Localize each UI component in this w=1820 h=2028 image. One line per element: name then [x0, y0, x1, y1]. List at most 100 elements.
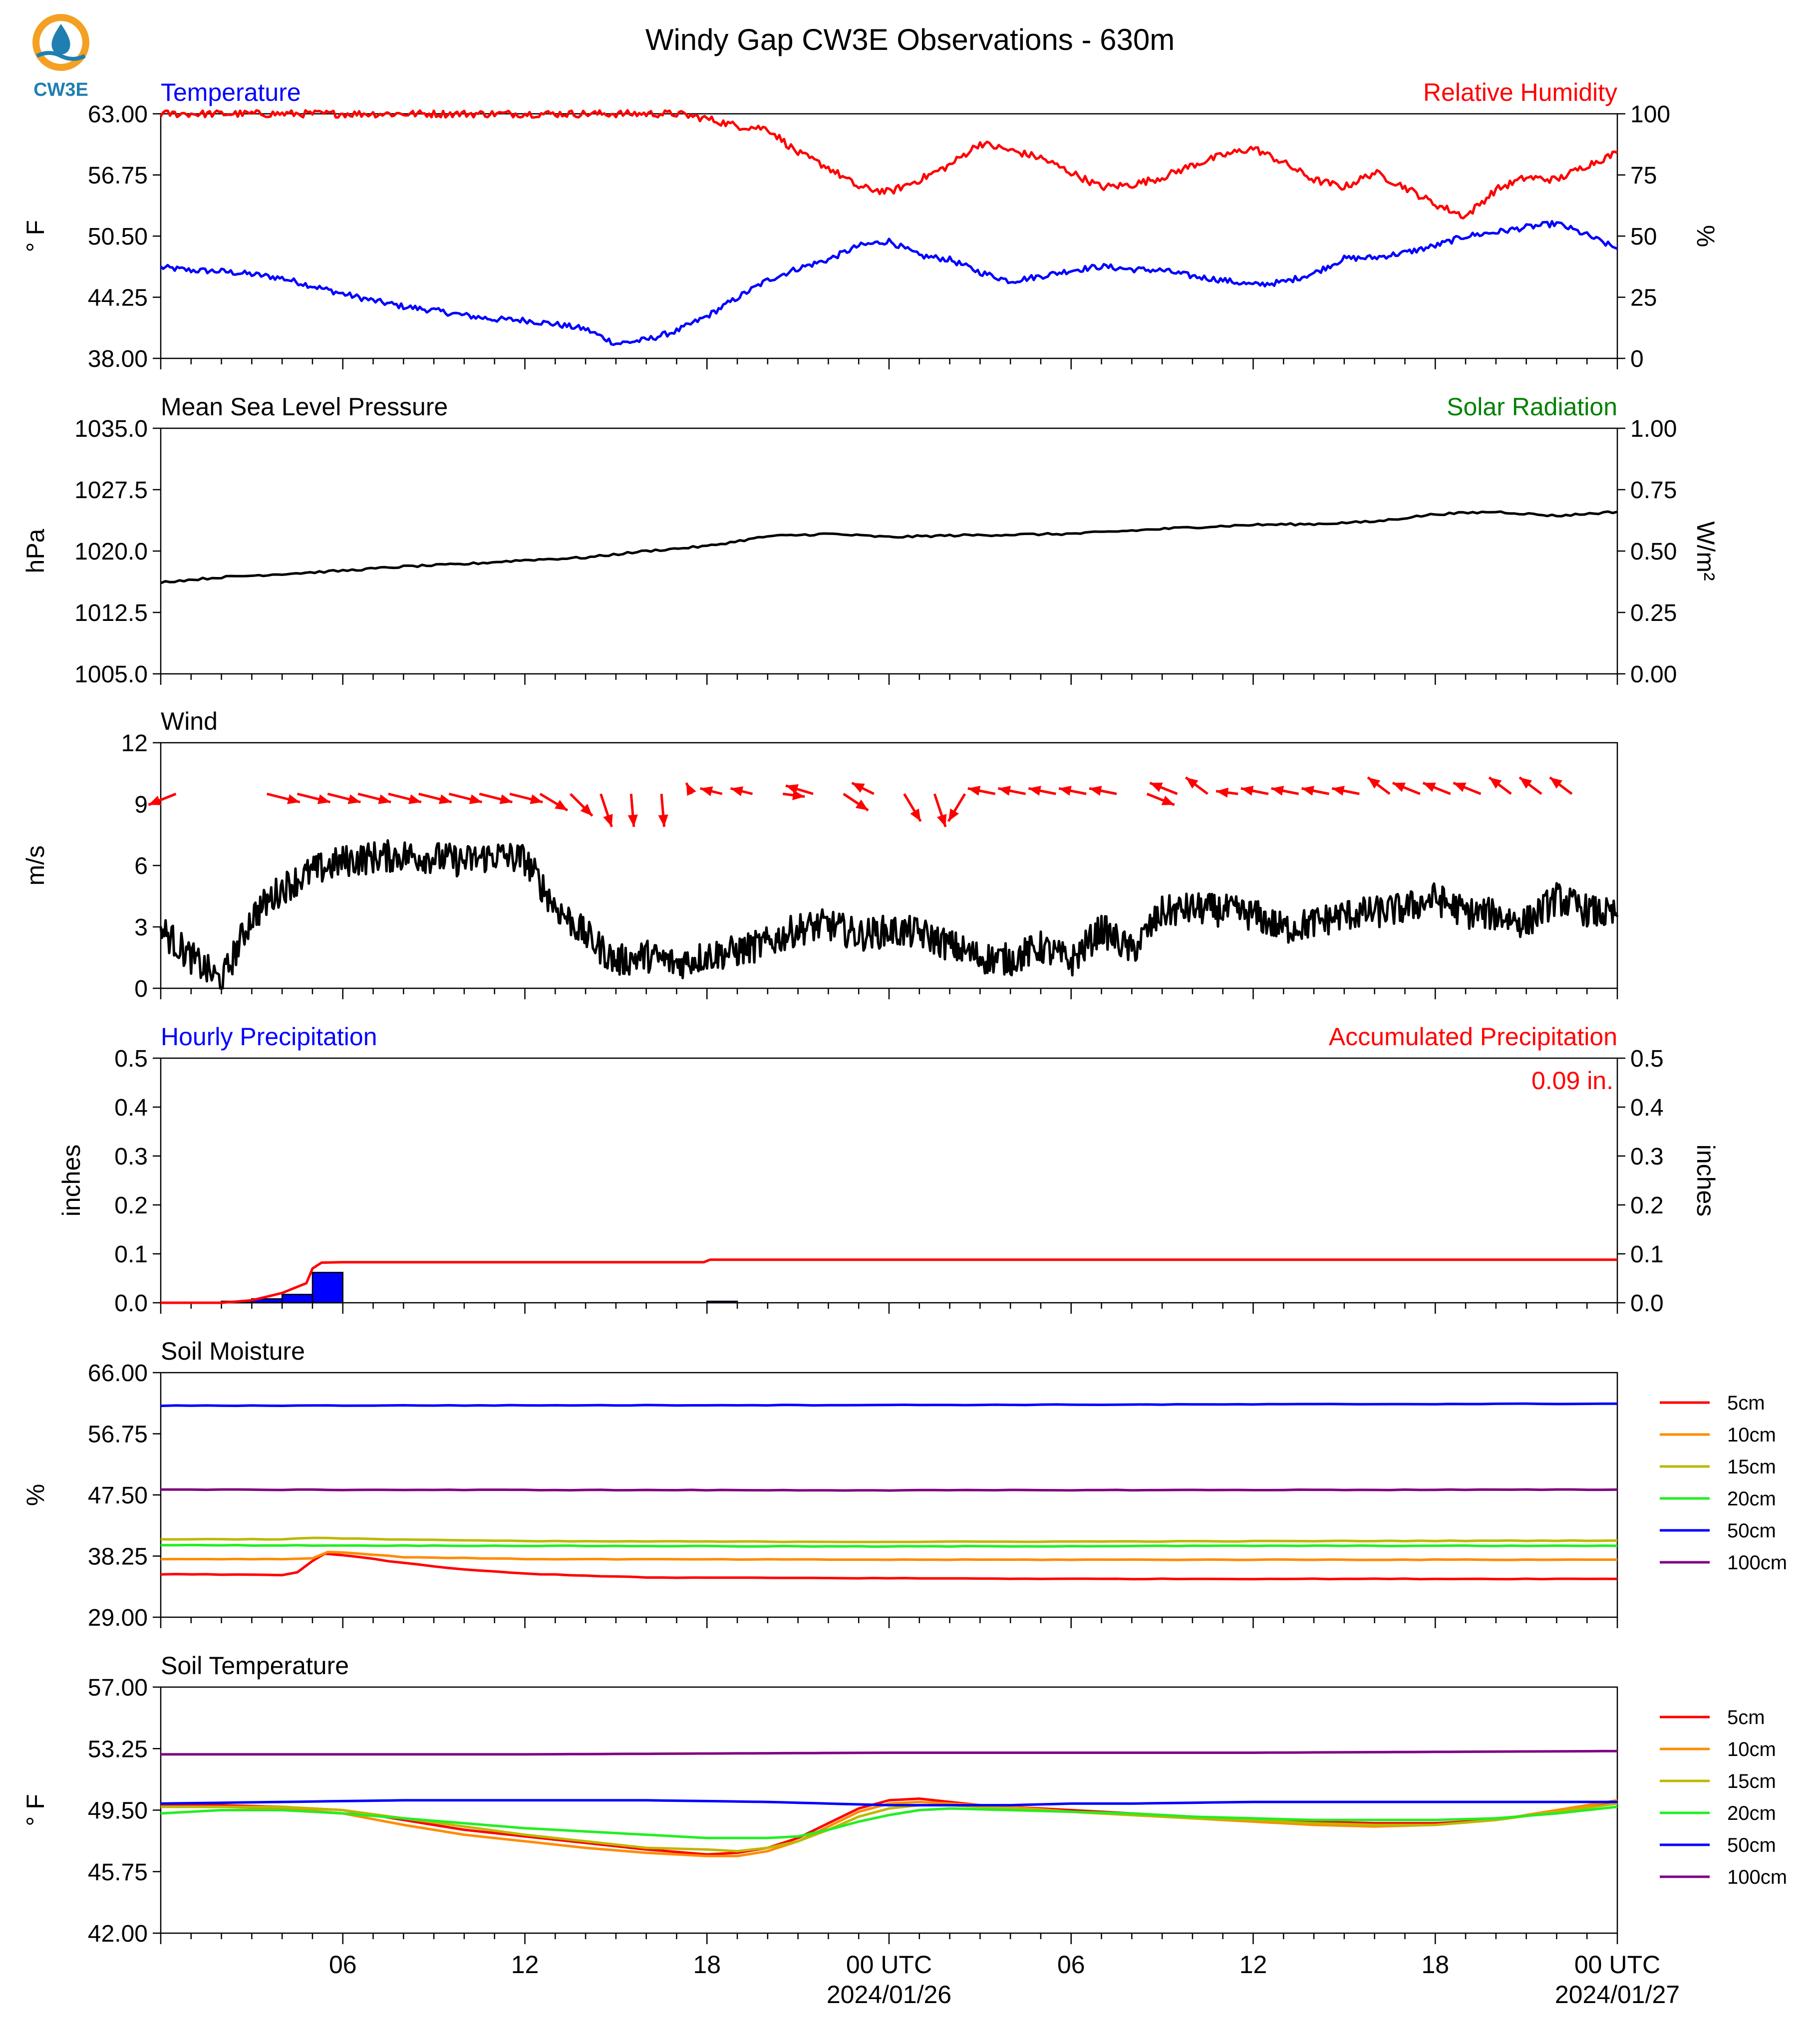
legend-label-5cm: 5cm — [1727, 1707, 1765, 1729]
legend-label-100cm: 100cm — [1727, 1552, 1787, 1574]
panel-title-left: Soil Moisture — [161, 1337, 305, 1365]
plot-frame — [160, 1372, 1618, 1618]
series-line-50cm — [160, 1402, 1617, 1408]
wind-arrowhead-27 — [1028, 786, 1041, 796]
wind-arrowhead-41 — [1453, 782, 1467, 792]
plot-frame — [160, 1057, 1618, 1304]
panels: Temperature Relative Humidity 38.00 44.25 50… — [21, 78, 1787, 2009]
y-tick-label-right: 100 — [1630, 101, 1670, 128]
y-tick-label-left: 44.25 — [88, 285, 148, 311]
series-line-20cm — [160, 1805, 1618, 1839]
y-axis-label-left: inches — [57, 1145, 85, 1217]
precip-bar-2 — [281, 1294, 313, 1304]
wind-arrowhead-12 — [603, 814, 613, 827]
accumulated-total-label: 0.09 in. — [1531, 1067, 1613, 1095]
y-axis-label-right: inches — [1692, 1145, 1720, 1217]
x-tick-label: 00 UTC — [846, 1951, 932, 1979]
series-line-blue-0 — [160, 220, 1618, 346]
wind-arrowhead-39 — [1392, 782, 1406, 792]
y-tick-label-left: 38.00 — [88, 346, 148, 372]
legend-label-50cm: 50cm — [1727, 1834, 1776, 1856]
wind-arrowhead-5 — [408, 794, 421, 805]
wind-arrowhead-40 — [1423, 782, 1436, 792]
wind-arrowhead-3 — [347, 794, 361, 805]
wind-arrowhead-1 — [287, 794, 300, 805]
panel-1: Temperature Relative Humidity 38.00 44.25 50… — [21, 78, 1720, 372]
panel-title-left: Mean Sea Level Pressure — [161, 393, 448, 421]
series-line-15cm — [161, 1802, 1618, 1853]
y-axis-label-left: % — [21, 1484, 49, 1506]
y-tick-label-right: 0.75 — [1630, 477, 1677, 504]
y-tick-label-right: 25 — [1630, 285, 1657, 311]
y-tick-label-right: 50 — [1630, 224, 1657, 250]
y-tick-label-left: 50.50 — [88, 224, 148, 250]
wind-arrowhead-24 — [948, 808, 959, 822]
plot-frame — [160, 113, 1618, 359]
y-tick-label-left: 49.50 — [88, 1798, 148, 1824]
y-tick-label-left: 63.00 — [88, 101, 148, 128]
wind-arrowhead-22 — [910, 808, 921, 822]
x-tick-label: 06 — [1057, 1951, 1085, 1979]
plot-frame — [160, 427, 1618, 675]
x-tick-date-label: 2024/01/27 — [1555, 1981, 1680, 2009]
x-tick-label: 06 — [329, 1951, 357, 1979]
panel-title-right: Relative Humidity — [1423, 78, 1617, 106]
panel-3: Wind 0 3 6 9 12 m/s — [21, 707, 1619, 1002]
legend-label-50cm: 50cm — [1727, 1520, 1776, 1542]
wind-arrowhead-43 — [1519, 777, 1532, 789]
y-tick-label-right: 0.50 — [1630, 539, 1677, 565]
y-tick-label-left: 0.0 — [114, 1290, 148, 1317]
wind-arrowhead-33 — [1216, 787, 1229, 798]
x-tick-label: 12 — [511, 1951, 539, 1979]
precip-bar-3 — [311, 1271, 343, 1304]
y-tick-label-right: 1.00 — [1630, 416, 1677, 442]
panel-title-left: Temperature — [161, 78, 301, 106]
y-tick-label-right: 0 — [1630, 346, 1644, 372]
series-line-10cm — [161, 1799, 1618, 1857]
wind-arrowhead-21 — [852, 783, 865, 793]
y-tick-label-left: 0.2 — [114, 1192, 148, 1219]
logo-text: CW3E — [33, 79, 88, 100]
panel-4: Hourly Precipitation Accumulated Precipit… — [57, 1023, 1720, 1317]
series-line-red-1 — [159, 109, 1618, 220]
y-tick-label-right: 0.00 — [1630, 661, 1677, 688]
legend-label-20cm: 20cm — [1727, 1488, 1776, 1510]
y-tick-label-right: 0.3 — [1630, 1144, 1664, 1170]
x-tick-label: 18 — [693, 1951, 721, 1979]
wind-arrowhead-17 — [730, 786, 744, 797]
x-tick-date-label: 2024/01/26 — [827, 1981, 951, 2009]
y-tick-label-left: 56.75 — [88, 163, 148, 189]
legend-label-20cm: 20cm — [1727, 1802, 1776, 1824]
wind-arrowhead-32 — [1186, 777, 1199, 789]
wind-arrowhead-6 — [439, 794, 452, 805]
y-tick-label-left: 0.5 — [114, 1046, 148, 1072]
panel-title-left: Hourly Precipitation — [161, 1023, 377, 1051]
y-tick-label-left: 1027.5 — [74, 477, 148, 504]
x-tick-label: 18 — [1421, 1951, 1449, 1979]
legend-label-15cm: 15cm — [1727, 1456, 1776, 1478]
panel-5: Soil Moisture 29.00 38.25 47.50 56.75 66.00% 5… — [21, 1337, 1787, 1631]
y-axis-label-left: hPa — [21, 529, 49, 573]
wind-arrowhead-13 — [627, 814, 638, 827]
wind-arrowhead-0 — [148, 796, 162, 806]
wind-arrowhead-44 — [1549, 777, 1563, 789]
wind-arrowhead-34 — [1240, 786, 1254, 796]
wind-arrowhead-30 — [1161, 796, 1175, 806]
y-tick-label-right: 0.5 — [1630, 1046, 1664, 1072]
y-axis-label-right: % — [1692, 225, 1720, 247]
precip-bar-4 — [706, 1300, 738, 1304]
y-tick-label-left: 47.50 — [88, 1482, 148, 1509]
wind-arrowhead-11 — [580, 804, 593, 816]
legend-label-5cm: 5cm — [1727, 1392, 1765, 1414]
series-line-5cm — [161, 1797, 1618, 1856]
legend-label-10cm: 10cm — [1727, 1424, 1776, 1446]
y-tick-label-right: 0.2 — [1630, 1192, 1664, 1219]
y-tick-label-right: 0.0 — [1630, 1290, 1664, 1317]
y-tick-label-left: 57.00 — [88, 1675, 148, 1701]
series-line-100cm — [161, 1488, 1618, 1492]
wind-arrowhead-2 — [317, 794, 330, 805]
series-line-20cm — [160, 1543, 1618, 1548]
series-line-red-0 — [161, 1258, 1617, 1304]
wind-arrowhead-20 — [855, 799, 869, 811]
y-tick-label-left: 6 — [134, 853, 148, 879]
